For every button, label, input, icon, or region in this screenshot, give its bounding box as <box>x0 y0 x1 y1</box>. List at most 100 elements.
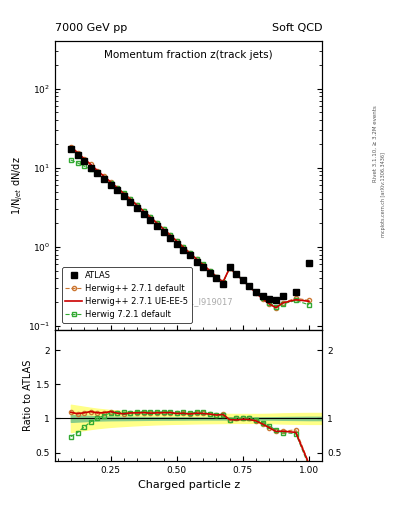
Herwig++ 2.7.1 default <box>201 262 206 268</box>
Y-axis label: Ratio to ATLAS: Ratio to ATLAS <box>23 359 33 431</box>
Herwig++ 2.7.1 default <box>294 295 298 301</box>
Herwig 7.2.1 default <box>214 273 219 280</box>
ATLAS <box>148 217 152 223</box>
Herwig++ 2.7.1 UE-EE-5 <box>75 150 80 156</box>
Herwig++ 2.7.1 UE-EE-5 <box>187 250 192 257</box>
Herwig 7.2.1 default <box>280 301 285 307</box>
ATLAS <box>261 293 265 299</box>
Herwig++ 2.7.1 default <box>141 208 146 215</box>
Herwig 7.2.1 default <box>234 270 239 276</box>
ATLAS <box>221 281 226 287</box>
Herwig++ 2.7.1 default <box>102 173 107 179</box>
Herwig 7.2.1 default <box>267 300 272 306</box>
Herwig++ 2.7.1 UE-EE-5 <box>181 244 186 250</box>
ATLAS <box>294 289 298 295</box>
Herwig++ 2.7.1 UE-EE-5 <box>108 179 113 185</box>
Herwig 7.2.1 default <box>201 261 206 267</box>
Herwig++ 2.7.1 default <box>95 167 100 174</box>
Herwig 7.2.1 default <box>128 196 133 202</box>
Herwig++ 2.7.1 UE-EE-5 <box>154 220 159 226</box>
Herwig++ 2.7.1 UE-EE-5 <box>234 271 239 278</box>
Herwig 7.2.1 default <box>227 265 232 271</box>
Herwig++ 2.7.1 UE-EE-5 <box>254 290 259 296</box>
Herwig 7.2.1 default <box>174 238 179 244</box>
ATLAS <box>135 205 140 211</box>
Herwig++ 2.7.1 default <box>121 190 126 197</box>
Herwig++ 2.7.1 UE-EE-5 <box>82 156 86 162</box>
ATLAS <box>274 297 278 304</box>
Herwig++ 2.7.1 UE-EE-5 <box>88 161 93 167</box>
Herwig++ 2.7.1 UE-EE-5 <box>141 208 146 215</box>
Herwig++ 2.7.1 default <box>174 238 179 244</box>
Herwig 7.2.1 default <box>221 280 226 286</box>
Text: Momentum fraction z(track jets): Momentum fraction z(track jets) <box>104 50 273 59</box>
Herwig++ 2.7.1 UE-EE-5 <box>194 256 199 262</box>
Herwig 7.2.1 default <box>161 226 166 232</box>
Herwig++ 2.7.1 default <box>227 265 232 271</box>
ATLAS <box>75 152 80 158</box>
ATLAS <box>68 146 73 153</box>
ATLAS <box>187 252 192 259</box>
Herwig++ 2.7.1 default <box>194 256 199 262</box>
Herwig++ 2.7.1 default <box>280 300 285 306</box>
ATLAS <box>102 176 107 182</box>
Herwig++ 2.7.1 UE-EE-5 <box>261 296 265 302</box>
ATLAS <box>227 264 232 270</box>
Herwig++ 2.7.1 UE-EE-5 <box>280 300 285 306</box>
Herwig++ 2.7.1 UE-EE-5 <box>95 167 100 174</box>
Herwig++ 2.7.1 default <box>148 214 152 220</box>
Herwig++ 2.7.1 UE-EE-5 <box>128 196 133 202</box>
Herwig++ 2.7.1 default <box>247 283 252 289</box>
Herwig++ 2.7.1 UE-EE-5 <box>174 238 179 244</box>
Herwig++ 2.7.1 default <box>115 185 119 191</box>
Herwig++ 2.7.1 default <box>108 179 113 185</box>
Text: Soft QCD: Soft QCD <box>272 23 322 33</box>
Legend: ATLAS, Herwig++ 2.7.1 default, Herwig++ 2.7.1 UE-EE-5, Herwig 7.2.1 default: ATLAS, Herwig++ 2.7.1 default, Herwig++ … <box>62 267 191 323</box>
ATLAS <box>208 270 212 276</box>
ATLAS <box>201 264 206 270</box>
Herwig++ 2.7.1 UE-EE-5 <box>201 262 206 268</box>
ATLAS <box>115 187 119 193</box>
Herwig++ 2.7.1 default <box>161 226 166 232</box>
Herwig 7.2.1 default <box>102 175 107 181</box>
Herwig 7.2.1 default <box>121 190 126 196</box>
Herwig 7.2.1 default <box>194 255 199 262</box>
ATLAS <box>128 199 133 205</box>
ATLAS <box>214 275 219 282</box>
Herwig 7.2.1 default <box>247 283 252 289</box>
Herwig 7.2.1 default <box>181 244 186 250</box>
Herwig 7.2.1 default <box>274 304 278 310</box>
Herwig++ 2.7.1 UE-EE-5 <box>168 232 173 238</box>
Herwig++ 2.7.1 default <box>181 244 186 250</box>
Herwig 7.2.1 default <box>148 214 152 220</box>
Herwig 7.2.1 default <box>141 208 146 214</box>
ATLAS <box>154 223 159 229</box>
Text: Rivet 3.1.10, ≥ 3.2M events: Rivet 3.1.10, ≥ 3.2M events <box>373 105 378 182</box>
Herwig 7.2.1 default <box>154 220 159 226</box>
ATLAS <box>247 283 252 289</box>
Herwig++ 2.7.1 UE-EE-5 <box>121 190 126 197</box>
Herwig++ 2.7.1 UE-EE-5 <box>247 284 252 290</box>
Herwig 7.2.1 default <box>261 295 265 301</box>
Herwig++ 2.7.1 default <box>214 273 219 280</box>
Line: Herwig 7.2.1 default: Herwig 7.2.1 default <box>69 158 311 309</box>
ATLAS <box>307 260 311 266</box>
ATLAS <box>88 165 93 171</box>
Herwig++ 2.7.1 default <box>187 250 192 257</box>
ATLAS <box>168 235 173 241</box>
Text: 7000 GeV pp: 7000 GeV pp <box>55 23 127 33</box>
Herwig 7.2.1 default <box>108 180 113 186</box>
Herwig 7.2.1 default <box>82 163 86 169</box>
Herwig++ 2.7.1 default <box>267 301 272 307</box>
ATLAS <box>194 259 199 265</box>
Herwig++ 2.7.1 default <box>241 277 245 283</box>
Herwig++ 2.7.1 default <box>254 290 259 296</box>
Herwig 7.2.1 default <box>95 170 100 176</box>
Herwig++ 2.7.1 UE-EE-5 <box>221 279 226 285</box>
Herwig++ 2.7.1 default <box>68 143 73 150</box>
ATLAS <box>161 229 166 235</box>
Herwig++ 2.7.1 UE-EE-5 <box>227 265 232 271</box>
ATLAS <box>234 270 239 276</box>
Herwig++ 2.7.1 default <box>135 202 140 208</box>
Herwig++ 2.7.1 UE-EE-5 <box>267 301 272 307</box>
